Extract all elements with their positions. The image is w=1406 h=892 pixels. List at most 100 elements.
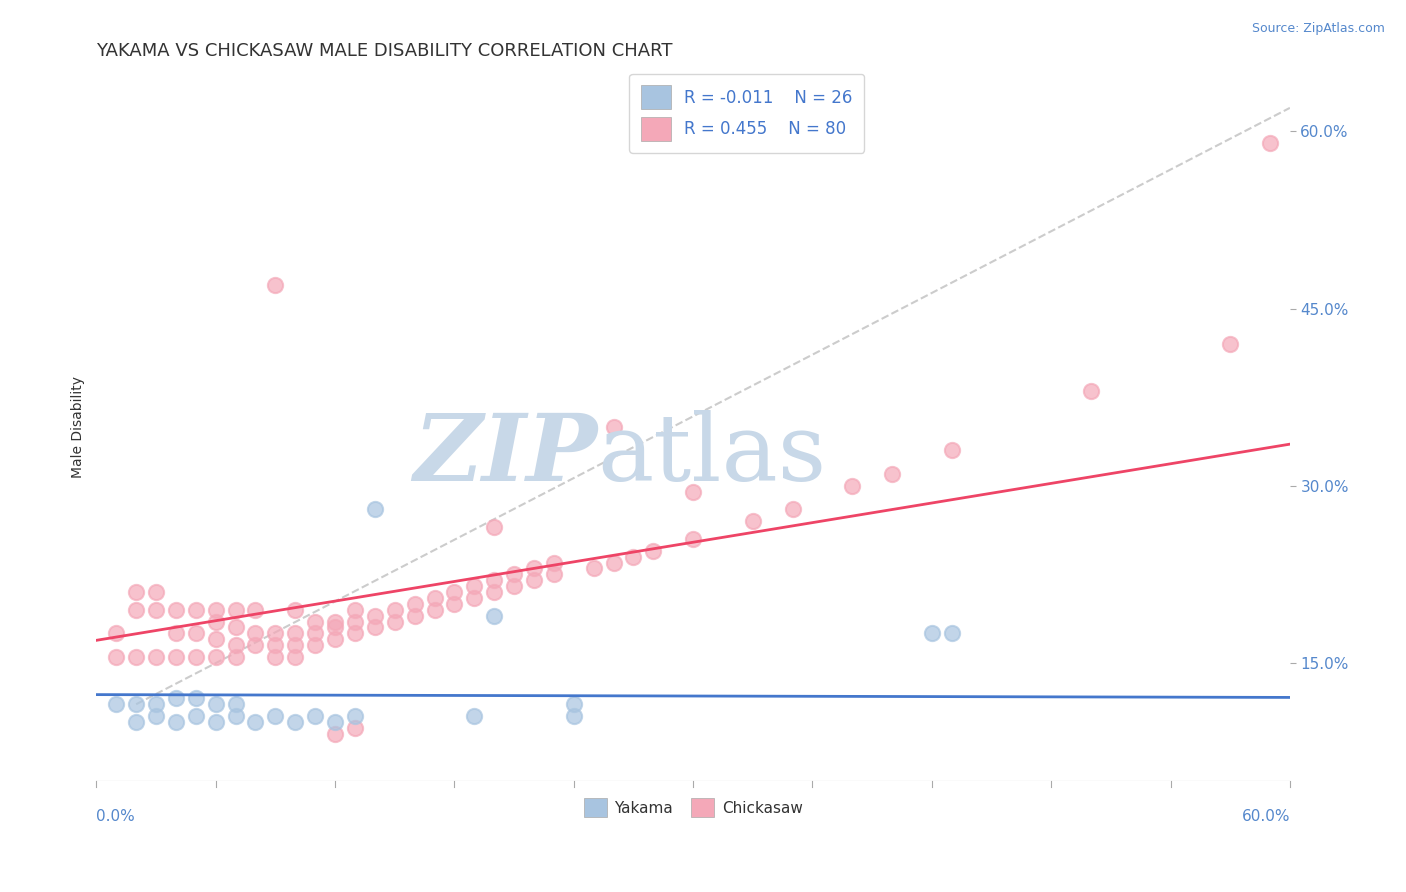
Point <box>682 484 704 499</box>
Point <box>184 626 207 640</box>
Point <box>245 603 267 617</box>
Point <box>204 698 226 712</box>
Text: ZIP: ZIP <box>413 410 598 500</box>
Point <box>284 714 307 729</box>
Point <box>384 603 406 617</box>
Point <box>264 709 287 723</box>
Point <box>145 650 167 665</box>
Point <box>323 714 346 729</box>
Point <box>284 650 307 665</box>
Point <box>482 520 505 534</box>
Point <box>443 597 465 611</box>
Point <box>125 603 148 617</box>
Point <box>364 620 387 634</box>
Point <box>304 626 326 640</box>
Point <box>562 709 585 723</box>
Point <box>225 698 247 712</box>
Point <box>782 502 804 516</box>
Point <box>1080 384 1102 399</box>
Text: Source: ZipAtlas.com: Source: ZipAtlas.com <box>1251 22 1385 36</box>
Point <box>623 549 645 564</box>
Point <box>562 698 585 712</box>
Point <box>463 709 485 723</box>
Point <box>225 620 247 634</box>
Point <box>343 721 366 735</box>
Point <box>1219 337 1241 351</box>
Point <box>204 714 226 729</box>
Point <box>225 638 247 652</box>
Point <box>602 419 624 434</box>
Point <box>364 502 387 516</box>
Point <box>105 650 128 665</box>
Point <box>602 556 624 570</box>
Point <box>543 567 565 582</box>
Point <box>204 650 226 665</box>
Point <box>245 626 267 640</box>
Point <box>323 620 346 634</box>
Point <box>145 585 167 599</box>
Point <box>941 443 963 458</box>
Point <box>105 626 128 640</box>
Point <box>165 714 187 729</box>
Point <box>523 573 546 587</box>
Point <box>423 591 446 605</box>
Point <box>323 727 346 741</box>
Point <box>105 698 128 712</box>
Point <box>682 532 704 546</box>
Text: 60.0%: 60.0% <box>1241 809 1289 824</box>
Point <box>125 650 148 665</box>
Point <box>1258 136 1281 151</box>
Text: 0.0%: 0.0% <box>97 809 135 824</box>
Point <box>643 543 665 558</box>
Point <box>384 615 406 629</box>
Point <box>343 626 366 640</box>
Point <box>304 615 326 629</box>
Point <box>145 603 167 617</box>
Point <box>204 632 226 647</box>
Point <box>264 650 287 665</box>
Point <box>343 709 366 723</box>
Point <box>184 603 207 617</box>
Point <box>225 650 247 665</box>
Point <box>364 608 387 623</box>
Point <box>225 603 247 617</box>
Point <box>443 585 465 599</box>
Point <box>125 698 148 712</box>
Point <box>165 650 187 665</box>
Point <box>343 603 366 617</box>
Point <box>204 615 226 629</box>
Point <box>125 714 148 729</box>
Point <box>323 632 346 647</box>
Point <box>165 626 187 640</box>
Point <box>304 638 326 652</box>
Point <box>741 514 763 528</box>
Point <box>482 608 505 623</box>
Point <box>404 608 426 623</box>
Point <box>125 585 148 599</box>
Point <box>284 626 307 640</box>
Point <box>323 615 346 629</box>
Point <box>165 603 187 617</box>
Point <box>304 709 326 723</box>
Text: atlas: atlas <box>598 410 827 500</box>
Point <box>284 638 307 652</box>
Point <box>841 479 863 493</box>
Point <box>264 278 287 293</box>
Point <box>284 603 307 617</box>
Point <box>463 579 485 593</box>
Point <box>264 626 287 640</box>
Legend: Yakama, Chickasaw: Yakama, Chickasaw <box>578 792 808 823</box>
Point <box>482 585 505 599</box>
Point <box>921 626 943 640</box>
Point <box>463 591 485 605</box>
Point <box>523 561 546 575</box>
Point <box>225 709 247 723</box>
Point <box>404 597 426 611</box>
Point <box>482 573 505 587</box>
Point <box>264 638 287 652</box>
Point <box>245 714 267 729</box>
Point <box>423 603 446 617</box>
Point <box>543 556 565 570</box>
Point <box>245 638 267 652</box>
Point <box>941 626 963 640</box>
